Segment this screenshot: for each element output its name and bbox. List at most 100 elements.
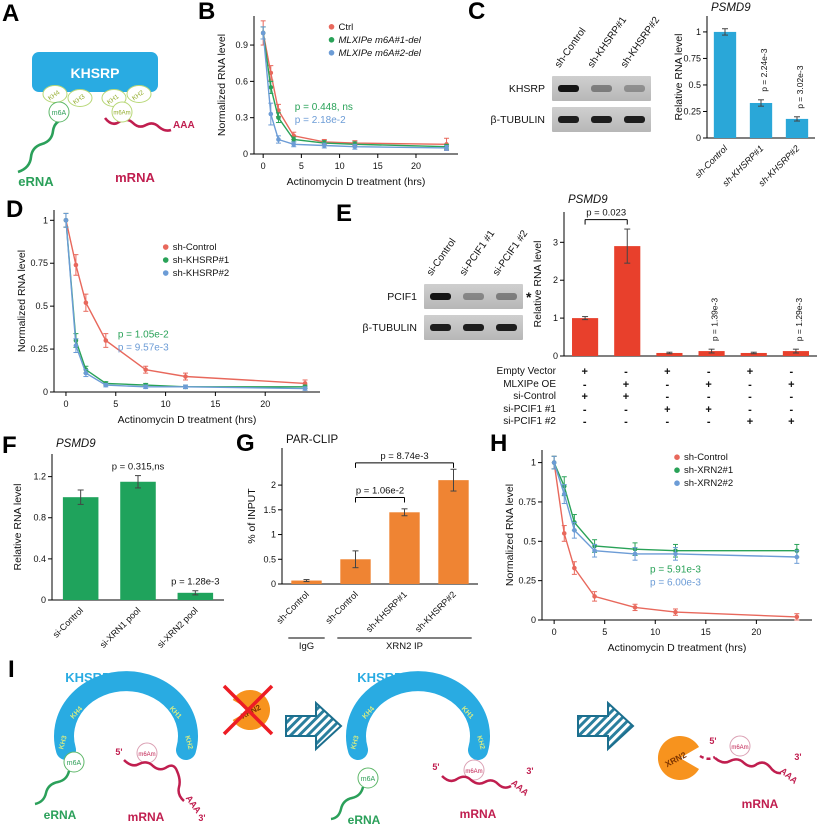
matrix-cell: - [748, 378, 752, 391]
matrix-cell: - [706, 391, 711, 404]
khsrp-arc [346, 671, 490, 760]
bar [785, 118, 809, 138]
x-tick-label: 5 [113, 399, 118, 409]
m6a-label: m6A [67, 760, 82, 767]
aaa-tail: AAA [173, 120, 195, 131]
series-line [553, 462, 797, 552]
data-point [103, 338, 109, 343]
x-category-label: sh-KHSRP#2 [413, 589, 458, 634]
matrix-cell: - [665, 416, 670, 429]
panel-C-letter: C [468, 0, 486, 25]
legend-label: sh-KHSRP#2 [173, 268, 230, 279]
x-category-label: si-Control [51, 605, 85, 639]
matrix-cell: - [748, 403, 752, 416]
aaa-tail: AAA [509, 778, 531, 799]
p-value: p = 8.74e-3 [380, 451, 428, 462]
legend-marker [674, 454, 680, 460]
arrow-right-icon [285, 700, 343, 752]
blot-row: PCIF1 * [360, 284, 531, 309]
series-line [553, 462, 797, 558]
y-tick-label: 1 [531, 458, 536, 468]
panel-B: B 0 5 10 15 20 0 0.3 0.6 0.9 Actinomycin D treatm… [198, 0, 470, 190]
mrna-squiggle [103, 117, 172, 132]
x-tick-label: 10 [335, 161, 345, 171]
matrix-row-label: si-PCIF1 #1 [503, 403, 556, 415]
x-axis-title: Actinomycin D treatment (hrs) [608, 642, 747, 654]
stage-1: KHSRP KH4 KH3 KH1 KH2 XRN2 m6A eRNA 5' [34, 670, 274, 824]
kh3-domain [67, 89, 93, 107]
y-tick-label: 1.2 [33, 472, 46, 482]
data-point [551, 460, 557, 465]
y-axis-title: Normalized RNA level [504, 484, 516, 586]
legend-marker [674, 467, 680, 473]
m6am-label: m6Am [731, 745, 748, 751]
erna-squiggle [34, 770, 71, 806]
legend-label: sh-KHSRP#1 [173, 255, 230, 266]
bar [614, 246, 641, 356]
erna-squiggle [17, 118, 62, 174]
data-point [572, 565, 577, 571]
matrix-cell: + [622, 378, 630, 391]
chart-title: PSMD9 [711, 2, 751, 14]
legend-label: sh-XRN2#2 [684, 478, 733, 489]
data-point [302, 381, 308, 386]
group-label: XRN2 IP [386, 641, 423, 652]
matrix-cell: - [624, 366, 628, 378]
blot-row: KHSRP [488, 76, 651, 101]
matrix-cell: - [665, 391, 670, 404]
y-tick-label: 0.5 [263, 554, 276, 564]
x-tick-label: 5 [299, 161, 304, 171]
xrn2-pacman [232, 690, 271, 730]
mrna-label: mRNA [128, 810, 165, 824]
khsrp-arc [54, 671, 198, 760]
data-point [63, 218, 69, 223]
m6am-label: m6Am [465, 769, 482, 775]
mrna-label: mRNA [115, 170, 155, 185]
matrix-cell: - [789, 366, 794, 378]
legend-marker [162, 244, 169, 250]
matrix-row-label: si-PCIF1 #2 [503, 416, 556, 428]
matrix-cell: + [705, 403, 712, 416]
x-category-label: sh-Control [323, 589, 359, 625]
y-tick-label: 0.5 [688, 80, 701, 90]
data-point [83, 300, 89, 306]
kh3-label: KH3 [350, 735, 360, 750]
p-value: p = 1.05e-2 [118, 329, 169, 340]
xrn2-blocked: XRN2 [222, 684, 274, 736]
data-point [83, 370, 89, 376]
y-tick-label: 0.9 [235, 40, 248, 50]
x-tick-label: 5 [602, 627, 607, 637]
panel-I-letter: I [8, 656, 15, 683]
data-point [268, 111, 274, 117]
matrix-cell: - [582, 416, 587, 429]
y-tick-label: 0 [696, 133, 701, 143]
blot-row-label: β-TUBULIN [490, 113, 545, 126]
y-tick-label: 0.4 [33, 554, 46, 564]
bar [177, 592, 214, 600]
matrix-cell: - [706, 416, 711, 429]
m6am-mark [111, 101, 133, 123]
matrix-cell: + [746, 416, 754, 429]
y-tick-label: 0 [553, 351, 558, 361]
data-point [561, 531, 567, 536]
x-category-label: si-XRN1 pool [98, 605, 143, 650]
y-tick-label: 0 [271, 579, 276, 589]
panel-H-letter: H [490, 430, 508, 457]
legend-marker [674, 480, 680, 486]
data-point [73, 262, 79, 268]
data-point [561, 491, 567, 497]
data-point [673, 551, 678, 557]
y-tick-label: 0 [531, 615, 536, 625]
data-point [632, 605, 638, 610]
erna-label: eRNA [18, 174, 54, 189]
y-axis-title: Normalized RNA level [216, 34, 228, 136]
matrix-cell: - [665, 378, 670, 391]
matrix-row: si-PCIF1 #2 - - - - + + [469, 416, 812, 429]
bar [749, 102, 773, 138]
panel-E-letter: E [336, 200, 353, 227]
p-value: p = 0.315,ns [112, 462, 165, 473]
panel-F-letter: F [2, 432, 17, 459]
m6am-mark [463, 759, 485, 781]
m6am-label: m6Am [113, 111, 130, 117]
x-category-label: sh-Control [693, 143, 730, 180]
